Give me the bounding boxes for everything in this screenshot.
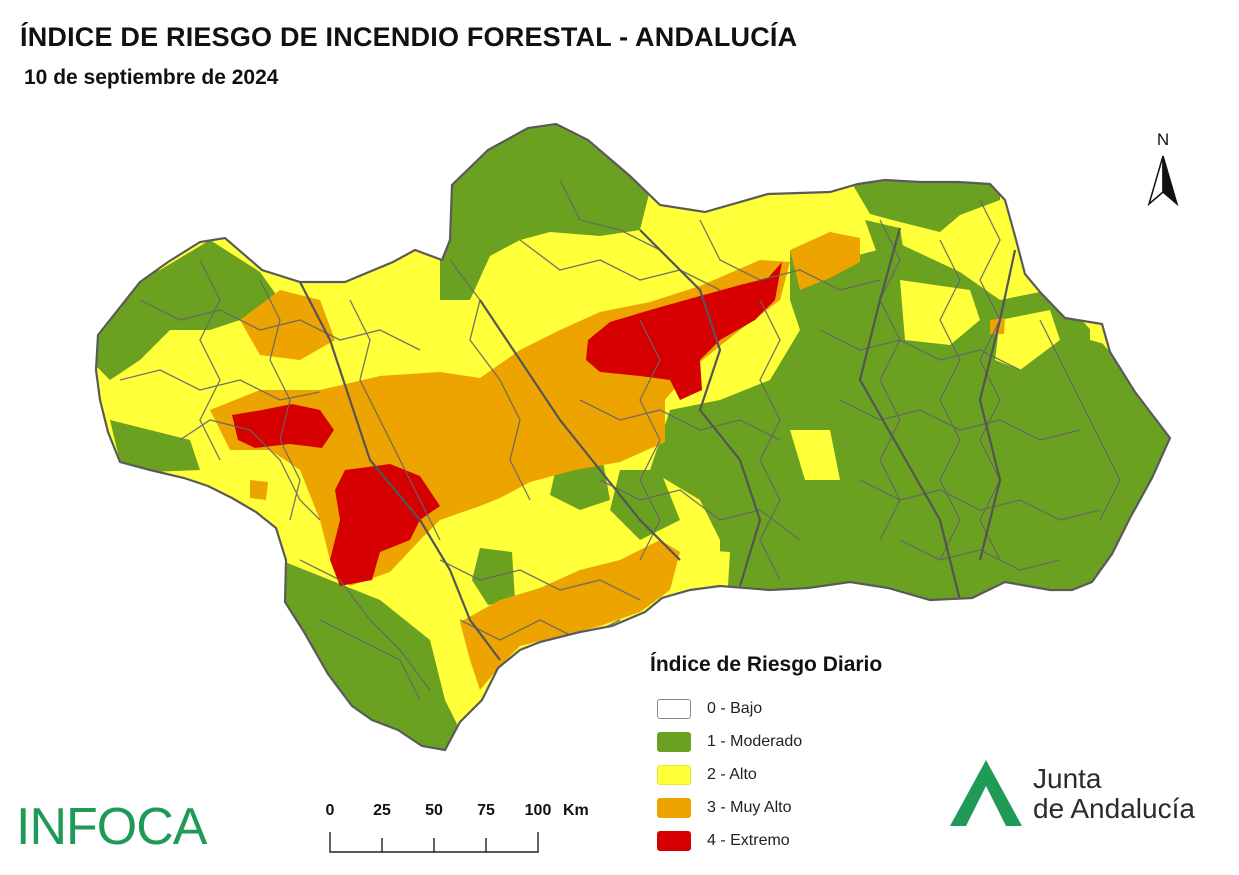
legend-label-muy-alto: 3 - Muy Alto	[707, 798, 792, 816]
junta-logo: Junta de Andalucía	[948, 758, 1218, 830]
scale-unit: Km	[563, 802, 589, 819]
legend-item-muy-alto: 3 - Muy Alto	[650, 791, 950, 824]
scale-tick-75: 75	[477, 802, 495, 819]
legend-swatch-muy-alto	[657, 797, 691, 818]
legend-item-moderado: 1 - Moderado	[650, 725, 950, 758]
provincial-boundaries	[299, 227, 1017, 661]
scale-tick-25: 25	[373, 802, 391, 819]
legend-swatch-alto	[657, 764, 691, 785]
scale-tick-0: 0	[325, 802, 335, 819]
north-arrow-icon	[1147, 155, 1179, 207]
map-date: 10 de septiembre de 2024	[24, 66, 279, 89]
legend-swatch-bajo	[657, 698, 691, 719]
junta-line2: de Andalucía	[1033, 793, 1195, 824]
infoca-logo: INFOCA	[16, 798, 207, 856]
legend-item-bajo: 0 - Bajo	[650, 692, 950, 725]
legend: Índice de Riesgo Diario 0 - Bajo 1 - Mod…	[650, 653, 950, 857]
legend-label-moderado: 1 - Moderado	[707, 732, 803, 750]
legend-label-extremo: 4 - Extremo	[707, 831, 790, 849]
zones-alto-islands	[700, 280, 1108, 588]
scale-bar-graphic	[329, 832, 539, 853]
legend-item-alto: 2 - Alto	[650, 758, 950, 791]
scale-tick-50: 50	[425, 802, 443, 819]
north-label: N	[1156, 130, 1170, 149]
municipal-boundaries	[119, 179, 1121, 701]
scale-bar: 0 25 50 75 100 Km	[322, 800, 612, 860]
map-title: ÍNDICE DE RIESGO DE INCENDIO FORESTAL - …	[20, 22, 798, 52]
north-arrow: N	[1146, 130, 1180, 210]
junta-line1: Junta	[1033, 763, 1102, 794]
legend-title: Índice de Riesgo Diario	[650, 653, 883, 676]
legend-label-bajo: 0 - Bajo	[707, 699, 763, 717]
legend-item-extremo: 4 - Extremo	[650, 824, 950, 857]
legend-swatch-extremo	[657, 830, 691, 851]
junta-text: Junta de Andalucía	[1033, 764, 1195, 824]
scale-tick-100: 100	[524, 802, 552, 819]
junta-mark-icon	[950, 760, 1022, 826]
legend-label-alto: 2 - Alto	[707, 765, 757, 783]
legend-swatch-moderado	[657, 731, 691, 752]
